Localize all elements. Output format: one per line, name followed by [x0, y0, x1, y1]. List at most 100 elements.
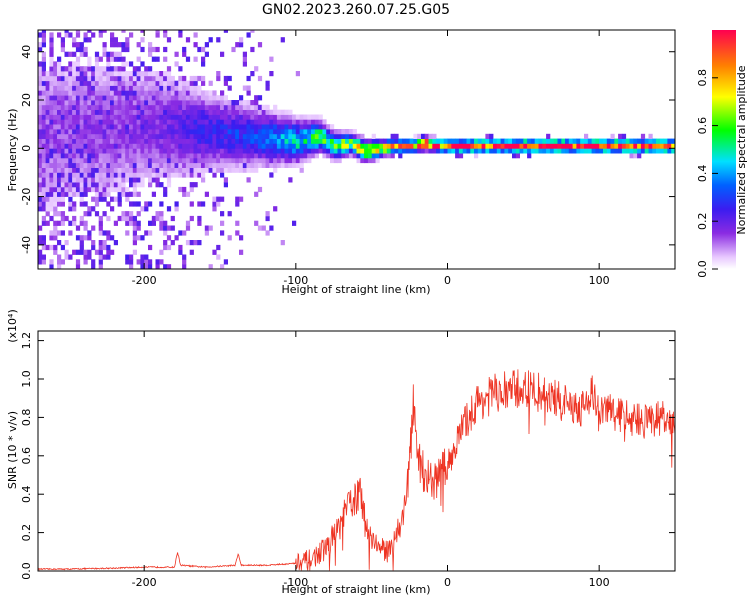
- spectrogram-cell: [79, 235, 84, 241]
- spectrogram-cell: [500, 143, 505, 149]
- spectrogram-cell: [246, 148, 251, 154]
- spectrogram-cell: [352, 129, 357, 135]
- spectrogram-cell: [178, 138, 183, 144]
- spectrogram-cell: [38, 129, 43, 135]
- spectrogram-cell: [117, 186, 122, 193]
- spectrogram-cell: [189, 129, 194, 135]
- spectrogram-cell: [432, 148, 437, 154]
- spectrogram-cell: [151, 75, 156, 82]
- spectrogram-cell: [113, 75, 118, 82]
- spectrogram-cell: [201, 61, 206, 67]
- spectrogram-cell: [432, 133, 437, 139]
- spectrogram-cell: [45, 220, 50, 226]
- spectrogram-cell: [83, 133, 88, 139]
- spectrogram-cell: [166, 124, 172, 130]
- spectrogram-cell: [132, 133, 137, 139]
- spectrogram-cell: [163, 167, 168, 173]
- spectrogram-cell: [303, 157, 308, 164]
- spectrogram-cell: [197, 157, 202, 164]
- spectrogram-cell: [280, 162, 285, 168]
- spectrogram-cell: [98, 254, 103, 260]
- spectrogram-cell: [102, 90, 107, 96]
- spectrogram-cell: [49, 71, 54, 77]
- spectrogram-cell: [113, 85, 118, 91]
- spectrogram-cell: [220, 133, 225, 139]
- spectrogram-cell: [159, 220, 164, 226]
- spectrogram-cell: [276, 148, 282, 154]
- spectrogram-cell: [447, 143, 452, 149]
- spectrogram-cell: [136, 129, 141, 135]
- spectrogram-cell: [148, 119, 153, 125]
- spectrogram-cell: [250, 104, 255, 110]
- spectrogram-cell: [87, 100, 92, 106]
- spectrogram-cell: [102, 80, 107, 86]
- spectrogram-cell: [132, 114, 137, 120]
- spectrogram-cell: [530, 148, 536, 154]
- spectrogram-cell: [530, 143, 536, 149]
- spectrogram-cell: [53, 61, 58, 67]
- spectrogram-cell: [125, 230, 130, 236]
- spectrogram-cell: [174, 133, 179, 139]
- spectrogram-cell: [106, 133, 111, 139]
- spectrogram-cell: [201, 109, 206, 115]
- spectrogram-cell: [193, 143, 198, 149]
- snr-scale-note: (x10⁴): [6, 309, 19, 343]
- spectrogram-cell: [299, 162, 304, 168]
- spectrogram-cell: [166, 235, 172, 241]
- spectrogram-cell: [557, 143, 562, 149]
- spectrogram-cell: [79, 42, 84, 48]
- spectrogram-cell: [447, 138, 452, 144]
- spectrogram-cell: [87, 37, 92, 43]
- spectrogram-cell: [79, 114, 84, 120]
- spectrogram-cell: [144, 153, 149, 159]
- spectrogram-cell: [106, 162, 111, 168]
- snr-background: [38, 331, 675, 571]
- spectrogram-cell: [386, 138, 391, 144]
- spectrogram-cell: [182, 191, 187, 197]
- spectrogram-cell: [254, 162, 259, 168]
- spectrogram-cell: [246, 109, 251, 115]
- spectrogram-cell: [136, 85, 141, 91]
- spectrogram-cell: [599, 148, 604, 154]
- spectrogram-cell: [94, 71, 100, 77]
- spectrogram-cell: [424, 143, 429, 149]
- spectrogram-cell: [178, 119, 183, 125]
- spectrogram-cell: [98, 90, 103, 96]
- spectrogram-cell: [189, 153, 194, 159]
- spectrogram-cell: [144, 172, 149, 178]
- spectrogram-cell: [75, 100, 81, 106]
- spectrogram-cell: [250, 119, 255, 125]
- spectrogram-cell: [68, 162, 73, 168]
- spectrogram-cell: [265, 148, 270, 154]
- spectrogram-cell: [87, 61, 92, 67]
- spectrogram-cell: [98, 143, 103, 149]
- spectrogram-cell: [129, 215, 134, 222]
- spectrogram-cell: [295, 133, 300, 139]
- spectrogram-cell: [64, 104, 69, 110]
- spectrogram-cell: [41, 61, 46, 67]
- spectrogram-cell: [41, 30, 46, 33]
- spectrogram-cell: [83, 104, 88, 110]
- spectrogram-cell: [345, 143, 350, 149]
- spectrogram-cell: [254, 143, 259, 149]
- spectrogram-cell: [618, 148, 623, 154]
- spectrogram-cell: [216, 109, 221, 115]
- spectrogram-cell: [182, 186, 187, 193]
- spectrogram-cell: [185, 80, 191, 86]
- spectrogram-cell: [314, 153, 319, 159]
- spectrogram-cell: [246, 85, 251, 91]
- spectrogram-cell: [621, 143, 627, 149]
- spectrogram-cell: [106, 51, 111, 57]
- spectrogram-cell: [239, 167, 244, 173]
- spectrogram-cell: [633, 143, 638, 149]
- spectrogram-cell: [110, 37, 115, 43]
- spectrogram-cell: [170, 138, 175, 144]
- spectrogram-cell: [527, 153, 532, 159]
- spectrogram-cell: [159, 85, 164, 91]
- spectrogram-cell: [580, 143, 585, 149]
- spectrogram-cell: [49, 235, 54, 241]
- spectrogram-cell: [155, 119, 160, 125]
- spectrogram-cell: [254, 153, 259, 159]
- spectrogram-cell: [45, 75, 50, 82]
- spectrogram-cell: [254, 138, 259, 144]
